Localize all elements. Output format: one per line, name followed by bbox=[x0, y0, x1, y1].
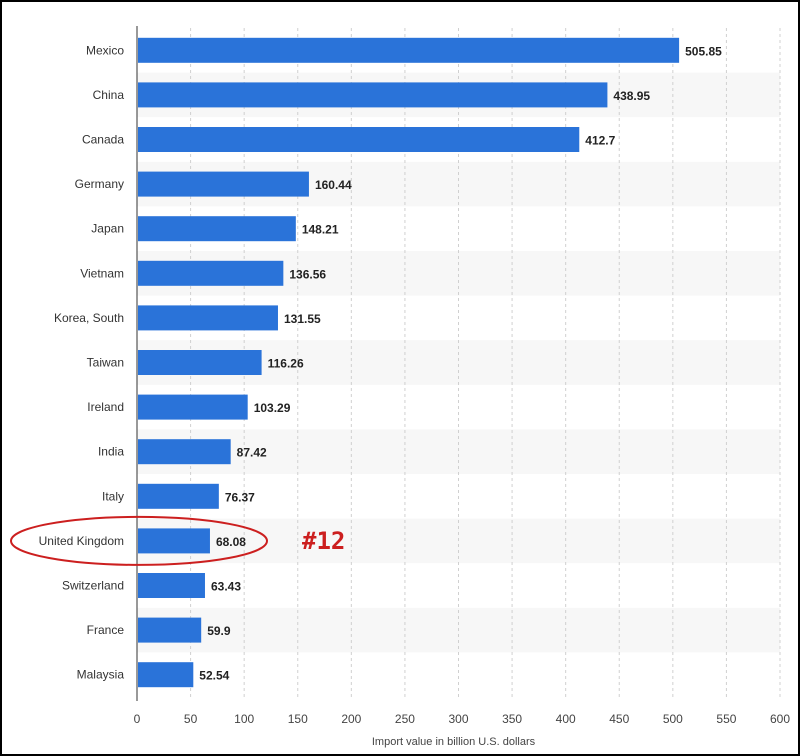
bar bbox=[138, 171, 309, 197]
x-tick-label: 200 bbox=[341, 712, 361, 726]
value-label: 160.44 bbox=[315, 178, 352, 192]
x-tick-label: 100 bbox=[234, 712, 254, 726]
bars bbox=[138, 37, 680, 688]
bar bbox=[138, 394, 248, 420]
value-label: 63.43 bbox=[211, 580, 241, 594]
bar bbox=[138, 617, 202, 643]
value-label: 76.37 bbox=[225, 490, 255, 504]
bar bbox=[138, 127, 580, 152]
value-label: 87.42 bbox=[237, 446, 267, 460]
category-label: Switzerland bbox=[62, 579, 124, 593]
highlight-ellipse bbox=[10, 515, 268, 566]
value-label: 412.7 bbox=[585, 134, 615, 148]
category-label: Canada bbox=[82, 133, 124, 147]
bar bbox=[138, 528, 210, 554]
x-tick-label: 250 bbox=[395, 712, 415, 726]
category-label: India bbox=[98, 445, 124, 459]
bar bbox=[138, 216, 296, 242]
x-tick-label: 500 bbox=[663, 712, 683, 726]
x-tick-label: 300 bbox=[448, 712, 468, 726]
value-label: 103.29 bbox=[254, 401, 291, 415]
x-tick-label: 450 bbox=[609, 712, 629, 726]
bar bbox=[138, 260, 284, 286]
x-tick-label: 350 bbox=[502, 712, 522, 726]
x-axis-title: Import value in billion U.S. dollars bbox=[372, 736, 536, 748]
value-labels: 505.85 438.95 412.7 160.44 148.21 136.56 131.5… bbox=[199, 44, 722, 682]
category-label: Mexico bbox=[86, 43, 124, 57]
category-label: Ireland bbox=[87, 400, 124, 414]
x-tick-label: 400 bbox=[556, 712, 576, 726]
bar bbox=[138, 350, 262, 375]
x-tick-label: 50 bbox=[184, 712, 198, 726]
category-label: Malaysia bbox=[77, 668, 125, 682]
bar bbox=[138, 483, 219, 509]
category-label: United Kingdom bbox=[39, 534, 124, 548]
bar bbox=[138, 439, 231, 465]
bar bbox=[138, 662, 194, 688]
bar bbox=[138, 37, 680, 63]
value-label: 59.9 bbox=[207, 624, 231, 638]
value-label: 136.56 bbox=[289, 267, 326, 281]
x-tick-labels: 0 50 100 150 200 250 300 350 400 450 500 550 600 bbox=[134, 712, 791, 726]
category-label: France bbox=[87, 623, 125, 637]
value-label: 505.85 bbox=[685, 44, 722, 58]
value-label: 438.95 bbox=[613, 89, 650, 103]
rank-annotation: #12 bbox=[302, 527, 345, 555]
x-tick-label: 600 bbox=[770, 712, 790, 726]
value-label: 148.21 bbox=[302, 223, 339, 237]
bar bbox=[138, 573, 205, 598]
x-tick-label: 150 bbox=[288, 712, 308, 726]
bar bbox=[138, 305, 278, 331]
x-tick-label: 0 bbox=[134, 712, 141, 726]
category-labels: Mexico China Canada Germany Japan Vietnam Kore… bbox=[39, 43, 125, 681]
category-label: Vietnam bbox=[80, 266, 124, 280]
category-label: China bbox=[93, 88, 125, 102]
value-label: 116.26 bbox=[268, 357, 304, 371]
category-label: Japan bbox=[91, 222, 124, 236]
category-label: Korea, South bbox=[54, 311, 124, 325]
category-label: Taiwan bbox=[87, 356, 124, 370]
value-label: 68.08 bbox=[216, 535, 246, 549]
value-label: 131.55 bbox=[284, 312, 321, 326]
category-label: Italy bbox=[102, 489, 124, 503]
x-tick-label: 550 bbox=[716, 712, 736, 726]
value-label: 52.54 bbox=[199, 669, 229, 683]
bar bbox=[138, 82, 608, 108]
category-label: Germany bbox=[75, 177, 124, 191]
